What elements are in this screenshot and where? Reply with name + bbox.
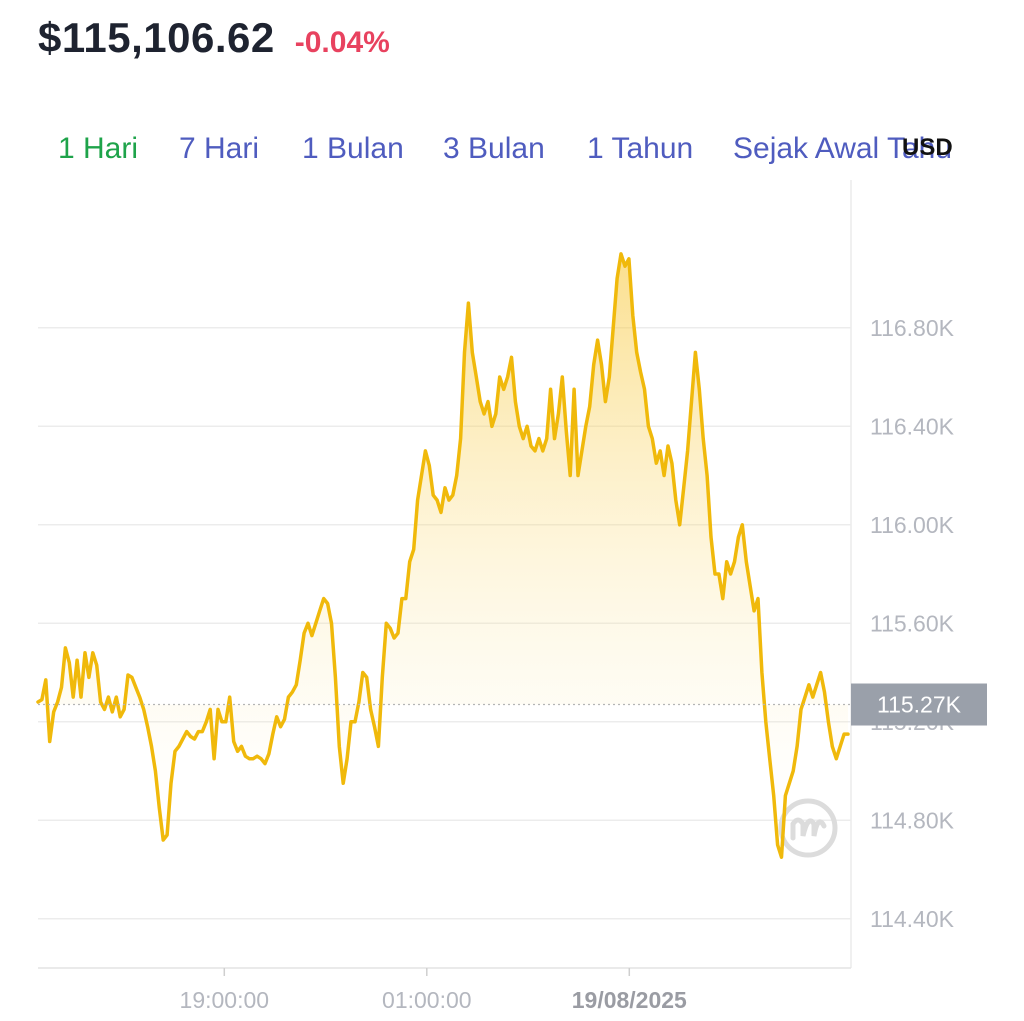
y-tick-label: 116.80K [870, 315, 955, 341]
x-tick-label: 19:00:00 [180, 987, 270, 1013]
y-tick-label: 116.00K [870, 512, 955, 538]
price-line [36, 252, 850, 859]
tab-3-bulan[interactable]: 3 Bulan [443, 132, 545, 165]
x-tick-label: 01:00:00 [382, 987, 472, 1013]
currency-label: USD [902, 134, 953, 161]
y-tick-label: 114.40K [870, 906, 955, 932]
current-price-label: 115.27K [877, 692, 962, 718]
x-tick-label: 19/08/2025 [572, 987, 687, 1013]
tab-1-bulan[interactable]: 1 Bulan [302, 132, 404, 165]
tab-sejak-awal-tahun[interactable]: Sejak Awal Tahu [733, 132, 953, 165]
price-change-percent: -0.04% [294, 26, 390, 59]
tab-7-hari[interactable]: 7 Hari [179, 132, 260, 165]
y-tick-label: 115.60K [870, 610, 955, 636]
current-price-badge: 115.27K [851, 683, 987, 726]
price-header: $115,106.62 -0.04% [38, 14, 390, 62]
coinmarketcap-logo-icon [778, 798, 838, 858]
timeframe-tabs: 1 Hari 7 Hari 1 Bulan 3 Bulan 1 Tahun Se… [0, 132, 1024, 176]
price-area-fill [38, 253, 848, 858]
tab-1-hari[interactable]: 1 Hari [58, 132, 139, 165]
y-tick-label: 114.80K [870, 807, 955, 833]
y-axis-labels: 116.80K116.40K116.00K115.60K115.20K114.8… [870, 315, 955, 932]
current-price: $115,106.62 [38, 14, 275, 61]
tab-1-tahun[interactable]: 1 Tahun [587, 132, 694, 165]
x-axis-labels: 19:00:00 01:00:00 19/08/2025 [180, 968, 687, 1013]
y-tick-label: 116.40K [870, 413, 955, 439]
